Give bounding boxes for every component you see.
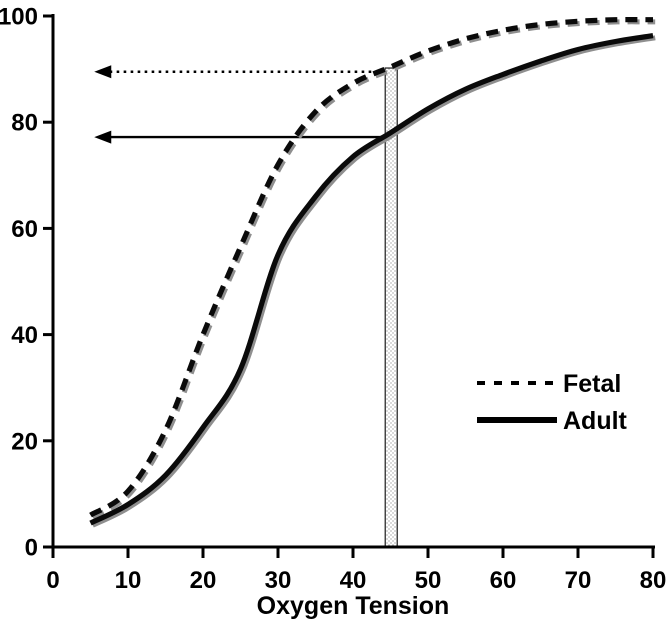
x-tick-label: 80	[640, 567, 667, 594]
arrowhead-icon	[94, 130, 112, 144]
legend: Fetal Adult	[477, 370, 628, 435]
series-curves	[89, 17, 656, 528]
x-tick-label: 10	[115, 567, 142, 594]
curve-line	[89, 17, 654, 518]
legend-label: Fetal	[563, 370, 621, 398]
x-tick-label: 60	[490, 567, 517, 594]
curve-fetal	[89, 17, 656, 520]
x-axis-title: Oxygen Tension	[257, 592, 450, 620]
y-tick-label: 60	[11, 216, 38, 243]
y-tick-label: 0	[25, 535, 38, 562]
arrowhead-icon	[94, 65, 112, 79]
y-tick-label: 40	[11, 322, 38, 349]
axes	[43, 14, 655, 558]
solid-arrow-adult	[94, 130, 392, 144]
x-tick-label: 50	[415, 567, 442, 594]
x-tick-label: 0	[46, 567, 59, 594]
axis-labels: 0 20 40 60 80 100 0 10 20 30 40 50 60 70 80 Oxygen Tens…	[0, 4, 666, 621]
y-tick-label: 100	[0, 4, 38, 31]
curve-adult	[89, 33, 656, 528]
dotted-arrow-fetal	[94, 65, 386, 79]
legend-label: Adult	[563, 407, 628, 435]
x-tick-label: 70	[565, 567, 592, 594]
curve-shadow	[91, 35, 656, 528]
x-tick-label: 40	[340, 567, 367, 594]
legend-item-adult: Adult	[477, 407, 628, 435]
legend-item-fetal: Fetal	[477, 370, 621, 398]
curve-shadow	[91, 19, 656, 520]
y-tick-label: 80	[11, 110, 38, 137]
x-tick-label: 20	[190, 567, 217, 594]
axis-lines	[51, 14, 655, 549]
x-tick-label: 30	[265, 567, 292, 594]
curve-line	[89, 33, 654, 526]
y-tick-label: 20	[11, 428, 38, 455]
annotation-arrows	[94, 65, 392, 144]
